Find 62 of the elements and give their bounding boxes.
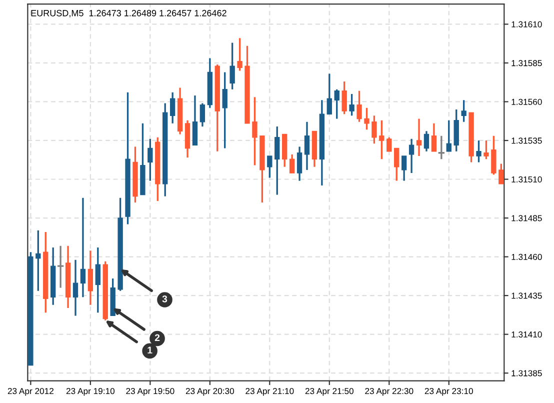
candlestick	[334, 88, 340, 120]
annotation: 3	[162, 295, 168, 302]
candlestick	[484, 140, 489, 160]
text: EURUSD,M5 1.26473 1.26489 1.26457 1.26462	[31, 10, 226, 18]
candlestick	[416, 118, 422, 157]
y-tick-label: 1.31535	[512, 138, 542, 144]
x-tick-label: 23 Apr 2012	[8, 388, 54, 396]
x-tick-label: 23 Apr 22:30	[365, 388, 414, 396]
candlestick	[296, 146, 302, 182]
candlestick	[95, 246, 100, 314]
y-tick-label: 1.31460	[512, 254, 542, 260]
candlestick	[267, 155, 272, 179]
candlestick	[446, 119, 452, 152]
candlestick	[386, 136, 392, 152]
candlestick	[88, 250, 94, 306]
candlestick	[230, 42, 235, 90]
candlestick	[491, 135, 496, 176]
candlestick	[372, 114, 377, 144]
candlestick	[36, 230, 41, 292]
y-tick-label: 1.31610	[512, 21, 542, 28]
x-tick-label: 23 Apr 23:10	[424, 388, 473, 396]
candlestick	[394, 147, 400, 182]
candlestick	[57, 245, 64, 289]
y-tick-label: 1.31560	[512, 98, 542, 105]
y-tick-label: 1.31385	[512, 370, 542, 376]
candlestick	[342, 80, 347, 115]
x-tick-label: 23 Apr 19:10	[66, 388, 115, 396]
candlestick	[401, 155, 407, 182]
y-tick-label: 1.31485	[512, 215, 542, 222]
candlestick	[461, 99, 466, 123]
x-tick-label: 23 Apr 20:30	[186, 388, 234, 396]
y-tick-label: 1.31510	[512, 176, 542, 182]
candlestick	[349, 93, 354, 117]
x-tick-label: 23 Apr 21:50	[305, 388, 354, 396]
x-tick-label: 23 Apr 21:10	[246, 388, 294, 396]
candlestick	[379, 119, 384, 160]
candlestick	[192, 94, 198, 146]
y-tick-label: 1.31410	[512, 331, 542, 338]
candlestick	[304, 121, 310, 171]
candlestick	[431, 122, 437, 152]
candlestick	[222, 71, 228, 150]
candlestick	[408, 138, 414, 174]
candlestick	[438, 135, 444, 160]
candlestick	[476, 140, 482, 164]
candlestick	[200, 102, 206, 128]
candlestick	[289, 154, 295, 174]
candlestick	[80, 197, 86, 298]
annotation: 2	[154, 334, 160, 342]
candlestick	[252, 96, 258, 166]
candlestick	[237, 37, 242, 72]
candlestick	[424, 130, 430, 152]
annotation: 1	[148, 346, 152, 354]
y-tick-label: 1.31435	[512, 292, 542, 299]
candlestick	[274, 126, 280, 196]
x-tick-label: 23 Apr 19:50	[126, 388, 174, 396]
candlestick	[148, 138, 153, 182]
candlestick	[356, 90, 362, 123]
candlestick	[364, 107, 370, 130]
candlestick	[72, 259, 78, 317]
candlestick	[170, 92, 176, 124]
candlestick	[326, 72, 332, 115]
y-tick-label: 1.31585	[512, 60, 542, 66]
